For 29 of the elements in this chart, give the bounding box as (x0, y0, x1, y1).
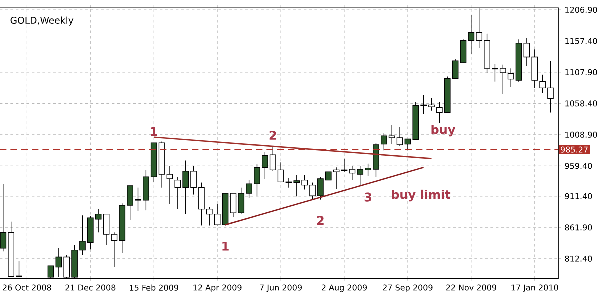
x-tick-label: 17 Jan 2010 (512, 284, 558, 292)
x-tick-label: 27 Sep 2009 (383, 284, 433, 292)
x-tick-label: 7 Jun 2009 (260, 284, 302, 292)
ref-line-label: 985.27 (561, 146, 588, 153)
annotation: 1 (151, 127, 158, 136)
candlestick (166, 166, 174, 205)
y-tick-label: 911.40 (565, 193, 592, 200)
y-tick-label: 861.90 (565, 224, 592, 231)
y-tick-label: 1107.90 (566, 69, 598, 76)
annotation: 1 (222, 242, 229, 251)
y-tick-label: 1157.40 (566, 38, 598, 44)
y-tick-label: 1008.90 (566, 132, 598, 138)
x-tick-label: 21 Dec 2008 (66, 284, 116, 291)
y-tick-label: 1206.90 (566, 6, 598, 14)
y-tick-label: 1058.40 (566, 100, 598, 107)
x-tick-label: 2 Aug 2009 (322, 284, 368, 292)
x-tick-label: 26 Oct 2008 (3, 284, 52, 291)
x-tick-label: 12 Apr 2009 (194, 284, 242, 292)
annotation: buy limit (392, 190, 451, 202)
y-tick-label: 812.40 (565, 256, 592, 262)
annotation: buy (432, 124, 456, 137)
candlestick (508, 68, 514, 88)
annotation: 2 (317, 216, 324, 226)
x-tick-label: 22 Nov 2009 (446, 284, 496, 291)
x-tick-label: 15 Feb 2009 (130, 284, 178, 291)
text: GOLD,Weekly (10, 16, 74, 26)
y-tick-label: 959.40 (565, 163, 592, 170)
annotation: 2 (270, 130, 276, 140)
annotation: 3 (364, 192, 372, 202)
